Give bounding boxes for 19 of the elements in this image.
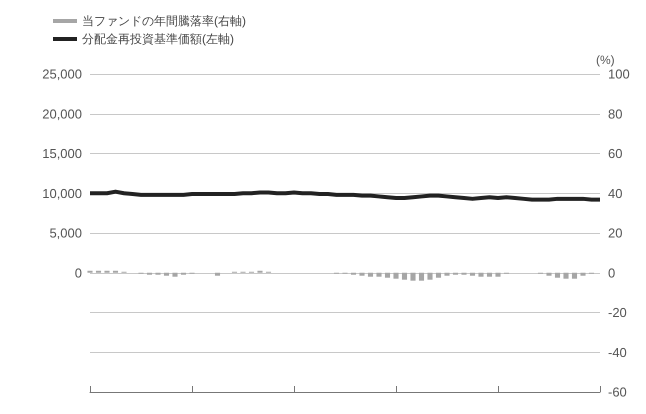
y2-tick-label: 40 <box>608 186 622 201</box>
y2-tick-label: 60 <box>608 146 622 161</box>
y2-tick-label: 0 <box>608 265 616 280</box>
y-tick-label: 5,000 <box>49 226 82 240</box>
y-tick-label: 10,000 <box>42 186 82 201</box>
y2-tick-label: -40 <box>608 344 627 360</box>
y-tick-label: 25,000 <box>42 66 82 82</box>
y2-axis-title: (%) <box>596 53 615 67</box>
y2-tick-label: -60 <box>608 384 627 400</box>
y-tick-label: 0 <box>74 265 82 280</box>
line-series <box>88 190 602 202</box>
y-tick-label: 20,000 <box>42 106 82 122</box>
y-tick-label: 15,000 <box>42 146 82 161</box>
y2-tick-label: 80 <box>608 106 622 122</box>
y2-tick-label: 20 <box>608 226 622 240</box>
y2-tick-label: 100 <box>608 66 630 82</box>
legend-label: 当ファンドの年間騰落率(右軸) <box>82 14 246 28</box>
y2-tick-label: -20 <box>608 305 627 320</box>
legend-label: 分配金再投資基準価額(左軸) <box>82 32 234 46</box>
